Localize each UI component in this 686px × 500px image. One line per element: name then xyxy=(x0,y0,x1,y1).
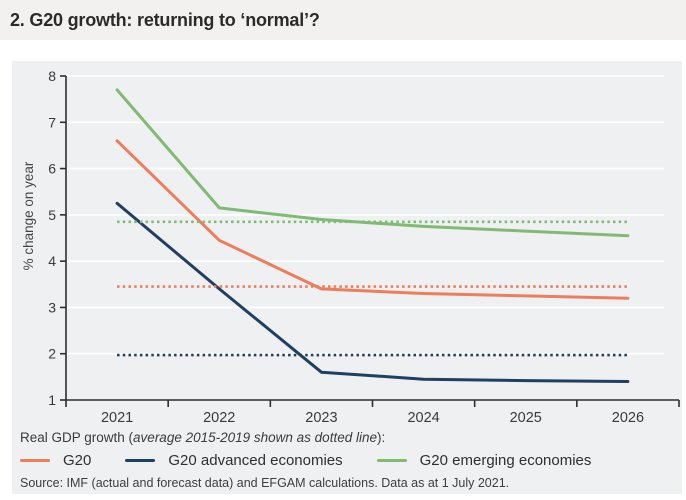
y-tick-label: 4 xyxy=(48,253,56,269)
x-tick-label: 2023 xyxy=(305,410,337,423)
legend-item-g20-advanced-economies: G20 advanced economies xyxy=(125,452,343,469)
chart-panel: 1 2 3 4 5 6 7 8 2021 2022 2023 2024 2025 2026 % change… xyxy=(12,61,682,494)
legend-item-g20: G20 xyxy=(20,452,91,469)
caption-italic: average 2015-2019 shown as dotted line xyxy=(133,430,377,445)
legend-label: G20 advanced economies xyxy=(168,452,343,469)
chart-caption: Real GDP growth (average 2015-2019 shown… xyxy=(12,430,682,445)
source-note: Source: IMF (actual and forecast data) a… xyxy=(20,476,510,490)
spacer xyxy=(0,40,686,61)
series-line-g20 xyxy=(115,139,630,300)
x-tick-label: 2026 xyxy=(612,410,644,423)
x-tick-label: 2024 xyxy=(407,410,439,423)
x-tick-label: 2025 xyxy=(510,410,542,423)
series-line-g20-advanced-economies xyxy=(115,201,630,383)
x-tick-label: 2021 xyxy=(101,410,133,423)
y-tick-label: 7 xyxy=(48,114,56,130)
legend-item-g20-emerging-economies: G20 emerging economies xyxy=(376,452,592,469)
y-tick-label: 8 xyxy=(48,68,56,84)
legend-swatch xyxy=(20,459,50,462)
legend-swatch xyxy=(376,459,407,462)
y-tick-label: 6 xyxy=(48,161,56,177)
y-tick-label: 3 xyxy=(48,299,56,315)
gdp-growth-line-chart: 1 2 3 4 5 6 7 8 2021 2022 2023 2024 2025 2026 % change… xyxy=(21,68,680,423)
caption-prefix: Real GDP growth ( xyxy=(20,430,134,445)
legend-label: G20 xyxy=(63,452,92,469)
y-tick-label: 1 xyxy=(48,392,56,408)
y-tick-label: 5 xyxy=(48,207,56,223)
x-tick-label: 2022 xyxy=(203,410,235,423)
title-band: 2. G20 growth: returning to ‘normal’? xyxy=(0,0,686,40)
page-title: 2. G20 growth: returning to ‘normal’? xyxy=(10,9,320,30)
caption-suffix: ): xyxy=(376,430,386,445)
y-axis-title: % change on year xyxy=(21,161,36,270)
series-line-g20-emerging-economies xyxy=(115,88,630,238)
y-tick-label: 2 xyxy=(48,346,56,362)
legend-label: G20 emerging economies xyxy=(419,452,592,469)
chart-legend: G20 G20 advanced economies G20 emerging ec… xyxy=(12,452,682,469)
legend-swatch xyxy=(125,459,156,462)
